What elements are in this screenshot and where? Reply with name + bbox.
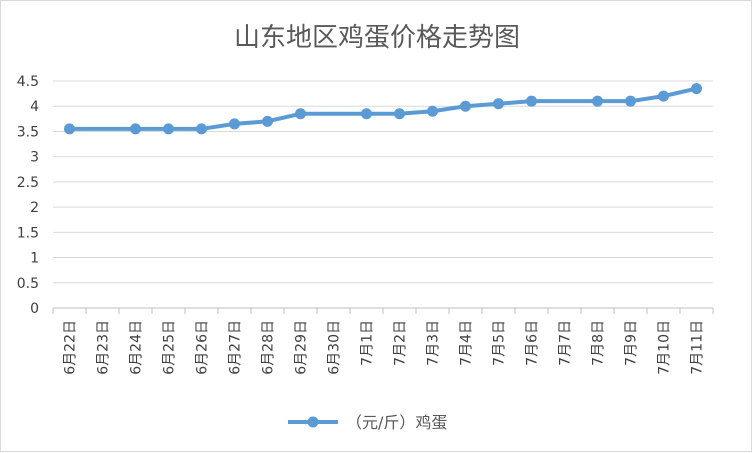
data-point [64,123,75,135]
x-tick-label: 7月4日 [459,320,475,366]
data-point [394,108,405,120]
x-tick-label: 6月22日 [63,320,79,375]
chart-title: 山东地区鸡蛋价格走势图 [234,23,520,53]
data-point [262,115,273,127]
data-point [493,98,504,110]
x-tick-label: 7月3日 [426,320,442,366]
data-point [361,108,372,120]
x-tick-label: 6月24日 [129,320,145,375]
x-tick-label: 6月30日 [327,320,343,375]
data-point [460,100,471,112]
x-tick-label: 7月7日 [558,320,574,366]
data-point [625,95,636,107]
x-axis: 6月22日 6月23日 6月24日 6月25日 6月26日 6月27日 6月28日 6月29日… [52,308,714,375]
x-tick-label: 7月10日 [657,320,673,375]
legend: （元/斤）鸡蛋 [288,413,447,432]
x-tick-label: 6月29日 [294,320,310,375]
x-tick-label: 7月11日 [690,320,706,375]
x-tick-label: 6月27日 [228,320,244,375]
y-tick-label: 4 [30,99,39,115]
x-tick-label: 7月5日 [492,320,508,366]
data-point [427,105,438,117]
data-point [229,118,240,130]
legend-label: （元/斤）鸡蛋 [346,413,447,432]
x-tick-label: 6月28日 [261,320,277,375]
x-tick-label: 6月26日 [195,320,211,375]
y-tick-label: 3.5 [17,124,39,140]
data-point [658,90,669,102]
data-point [295,108,306,120]
y-tick-label: 3 [30,150,39,166]
x-tick-label: 7月9日 [624,320,640,366]
series-line [67,86,699,131]
y-tick-label: 0 [30,301,39,317]
data-point [526,95,537,107]
y-tick-label: 2.5 [17,175,39,191]
y-tick-label: 0.5 [17,276,39,292]
data-point [196,123,207,135]
x-tick-label: 6月25日 [162,320,178,375]
data-point [163,123,174,135]
data-point [592,95,603,107]
x-tick-label: 7月6日 [525,320,541,366]
x-tick-label: 7月2日 [393,320,409,366]
x-tick-label: 7月8日 [591,320,607,366]
x-tick-label: 6月23日 [96,320,112,375]
y-tick-label: 1 [30,251,39,267]
series-layer [64,83,702,135]
y-tick-label: 4.5 [17,74,39,90]
y-tick-label: 2 [30,200,39,216]
data-point [130,123,141,135]
legend-point-marker [307,416,319,428]
gridlines [53,80,713,309]
y-tick-label: 1.5 [17,225,39,241]
data-point [691,83,702,95]
y-axis-ticks: 0 0.5 1 1.5 2 2.5 3 3.5 4 4.5 [17,74,39,317]
x-tick-label: 7月1日 [360,320,376,366]
